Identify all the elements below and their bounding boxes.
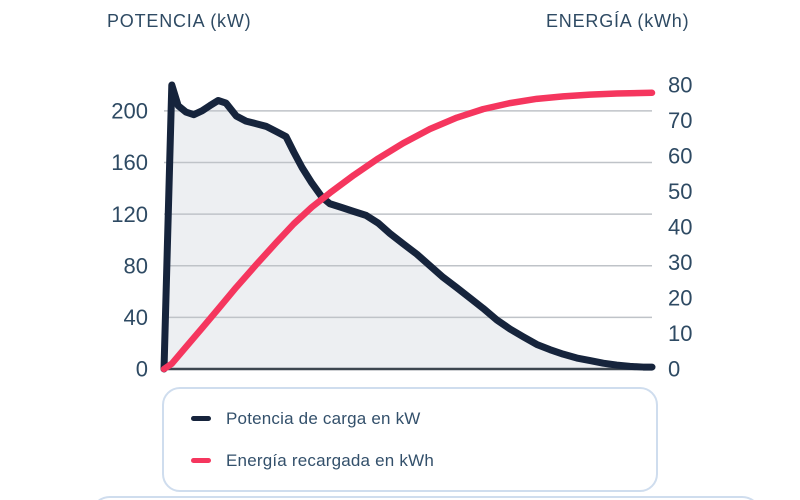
legend-item-potencia: Potencia de carga en kW <box>191 409 656 429</box>
energia-line-swatch-icon <box>191 458 211 463</box>
potencia-line <box>160 81 656 373</box>
right-axis-tick-50: 50 <box>668 179 692 204</box>
potencia-area-fill <box>164 85 652 369</box>
left-axis-tick-0: 0 <box>136 357 148 382</box>
energia-line <box>160 89 656 373</box>
partial-card-below <box>90 496 762 500</box>
legend-item-energia: Energía recargada en kWh <box>191 451 656 471</box>
legend-label-potencia: Potencia de carga en kW <box>226 408 421 428</box>
legend-label-energia: Energía recargada en kWh <box>226 450 434 470</box>
right-axis-title: ENERGÍA (kWh) <box>546 11 690 31</box>
right-axis-tick-70: 70 <box>668 108 692 133</box>
right-axis-tick-80: 80 <box>668 73 692 98</box>
chart-legend: Potencia de carga en kW Energía recargad… <box>162 387 658 492</box>
left-axis-tick-160: 160 <box>111 150 148 175</box>
right-axis-tick-20: 20 <box>668 286 692 311</box>
right-axis-tick-60: 60 <box>668 144 692 169</box>
left-axis-tick-80: 80 <box>124 253 148 278</box>
right-axis-tick-40: 40 <box>668 215 692 240</box>
left-axis-tick-200: 200 <box>111 99 148 124</box>
left-axis-tick-120: 120 <box>111 202 148 227</box>
potencia-line-swatch-icon <box>191 416 211 421</box>
left-axis-title: POTENCIA (kW) <box>107 11 252 31</box>
left-axis-tick-40: 40 <box>124 305 148 330</box>
right-axis-tick-0: 0 <box>668 357 680 382</box>
right-axis-tick-10: 10 <box>668 321 692 346</box>
right-axis-tick-30: 30 <box>668 250 692 275</box>
